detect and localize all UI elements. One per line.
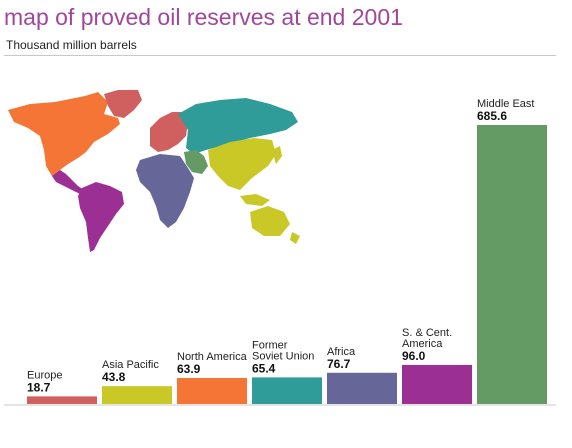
map-new-zealand [290,232,300,244]
map-greenland [104,90,142,118]
bar-middle-east [477,125,547,404]
category-label-north-america: North America [177,351,248,363]
bar-asia-pacific [102,386,172,404]
category-label-former-soviet-union: Soviet Union [252,350,314,362]
category-label-former-soviet-union: Former [252,339,288,351]
bar-europe [27,396,97,404]
bars-group [27,125,547,404]
category-label-s-cent-america: America [402,338,443,350]
bar-former-soviet-union [252,377,322,404]
value-label-former-soviet-union: 65.4 [252,361,276,375]
map-middle-east [184,150,208,174]
category-label-africa: Africa [327,346,356,358]
map-indonesia [240,194,270,206]
chart-subtitle: Thousand million barrels [6,38,137,52]
title-divider [4,55,556,56]
category-label-asia-pacific: Asia Pacific [102,359,159,371]
value-label-africa: 76.7 [327,357,351,371]
map-europe [150,112,188,152]
map-japan [272,146,282,164]
map-north-america [8,92,120,176]
category-label-s-cent-america: S. & Cent. [402,327,452,339]
bar-s-cent-america [402,364,472,404]
category-label-middle-east: Middle East [477,98,534,110]
bar-africa [327,372,397,404]
category-label-europe: Europe [27,369,62,381]
value-label-north-america: 63.9 [177,362,201,376]
map-australia [250,206,290,236]
map-central-america [52,170,84,194]
map-asia-pacific [208,138,276,190]
map-africa [136,154,194,228]
map-former-soviet-union [178,98,298,154]
value-label-asia-pacific: 43.8 [102,370,126,384]
bar-north-america [177,377,247,404]
chart-title: map of proved oil reserves at end 2001 [4,4,403,30]
map-south-america [78,182,124,252]
value-label-middle-east: 685.6 [477,109,507,123]
value-label-europe: 18.7 [27,380,51,394]
value-label-s-cent-america: 96.0 [402,349,426,363]
